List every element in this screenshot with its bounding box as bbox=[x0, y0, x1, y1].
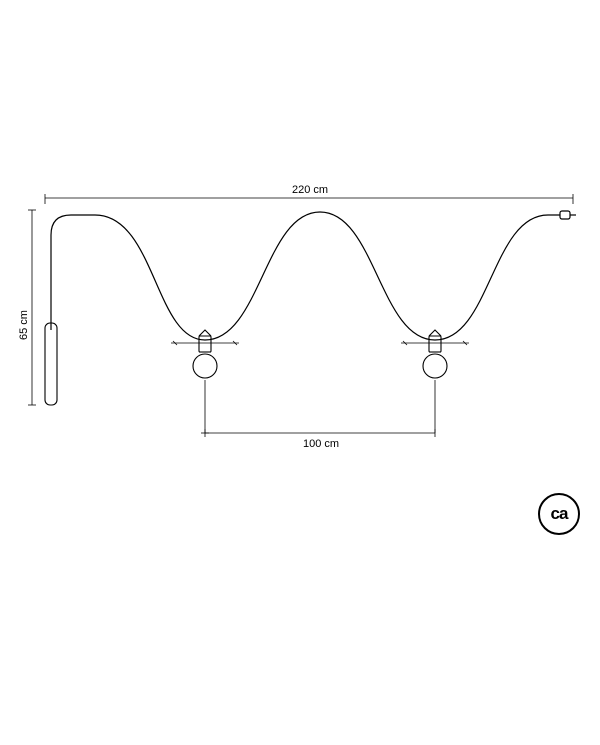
brand-logo: ca bbox=[538, 493, 580, 535]
socket-assembly-2 bbox=[401, 330, 469, 378]
cable-plug bbox=[560, 211, 576, 219]
socket-assembly-1 bbox=[171, 330, 239, 378]
dimension-drawing bbox=[0, 0, 600, 745]
cable-path bbox=[51, 212, 560, 340]
label-bulb-spacing: 100 cm bbox=[303, 438, 339, 450]
brand-logo-text: ca bbox=[551, 504, 568, 524]
dim-left-height bbox=[28, 210, 36, 405]
label-height-left: 65 cm bbox=[18, 310, 30, 340]
label-width-total: 220 cm bbox=[292, 184, 328, 196]
wall-plate bbox=[45, 323, 57, 405]
diagram-canvas: 220 cm 65 cm 100 cm ca bbox=[0, 0, 600, 745]
dim-bottom-spacing bbox=[201, 380, 435, 437]
